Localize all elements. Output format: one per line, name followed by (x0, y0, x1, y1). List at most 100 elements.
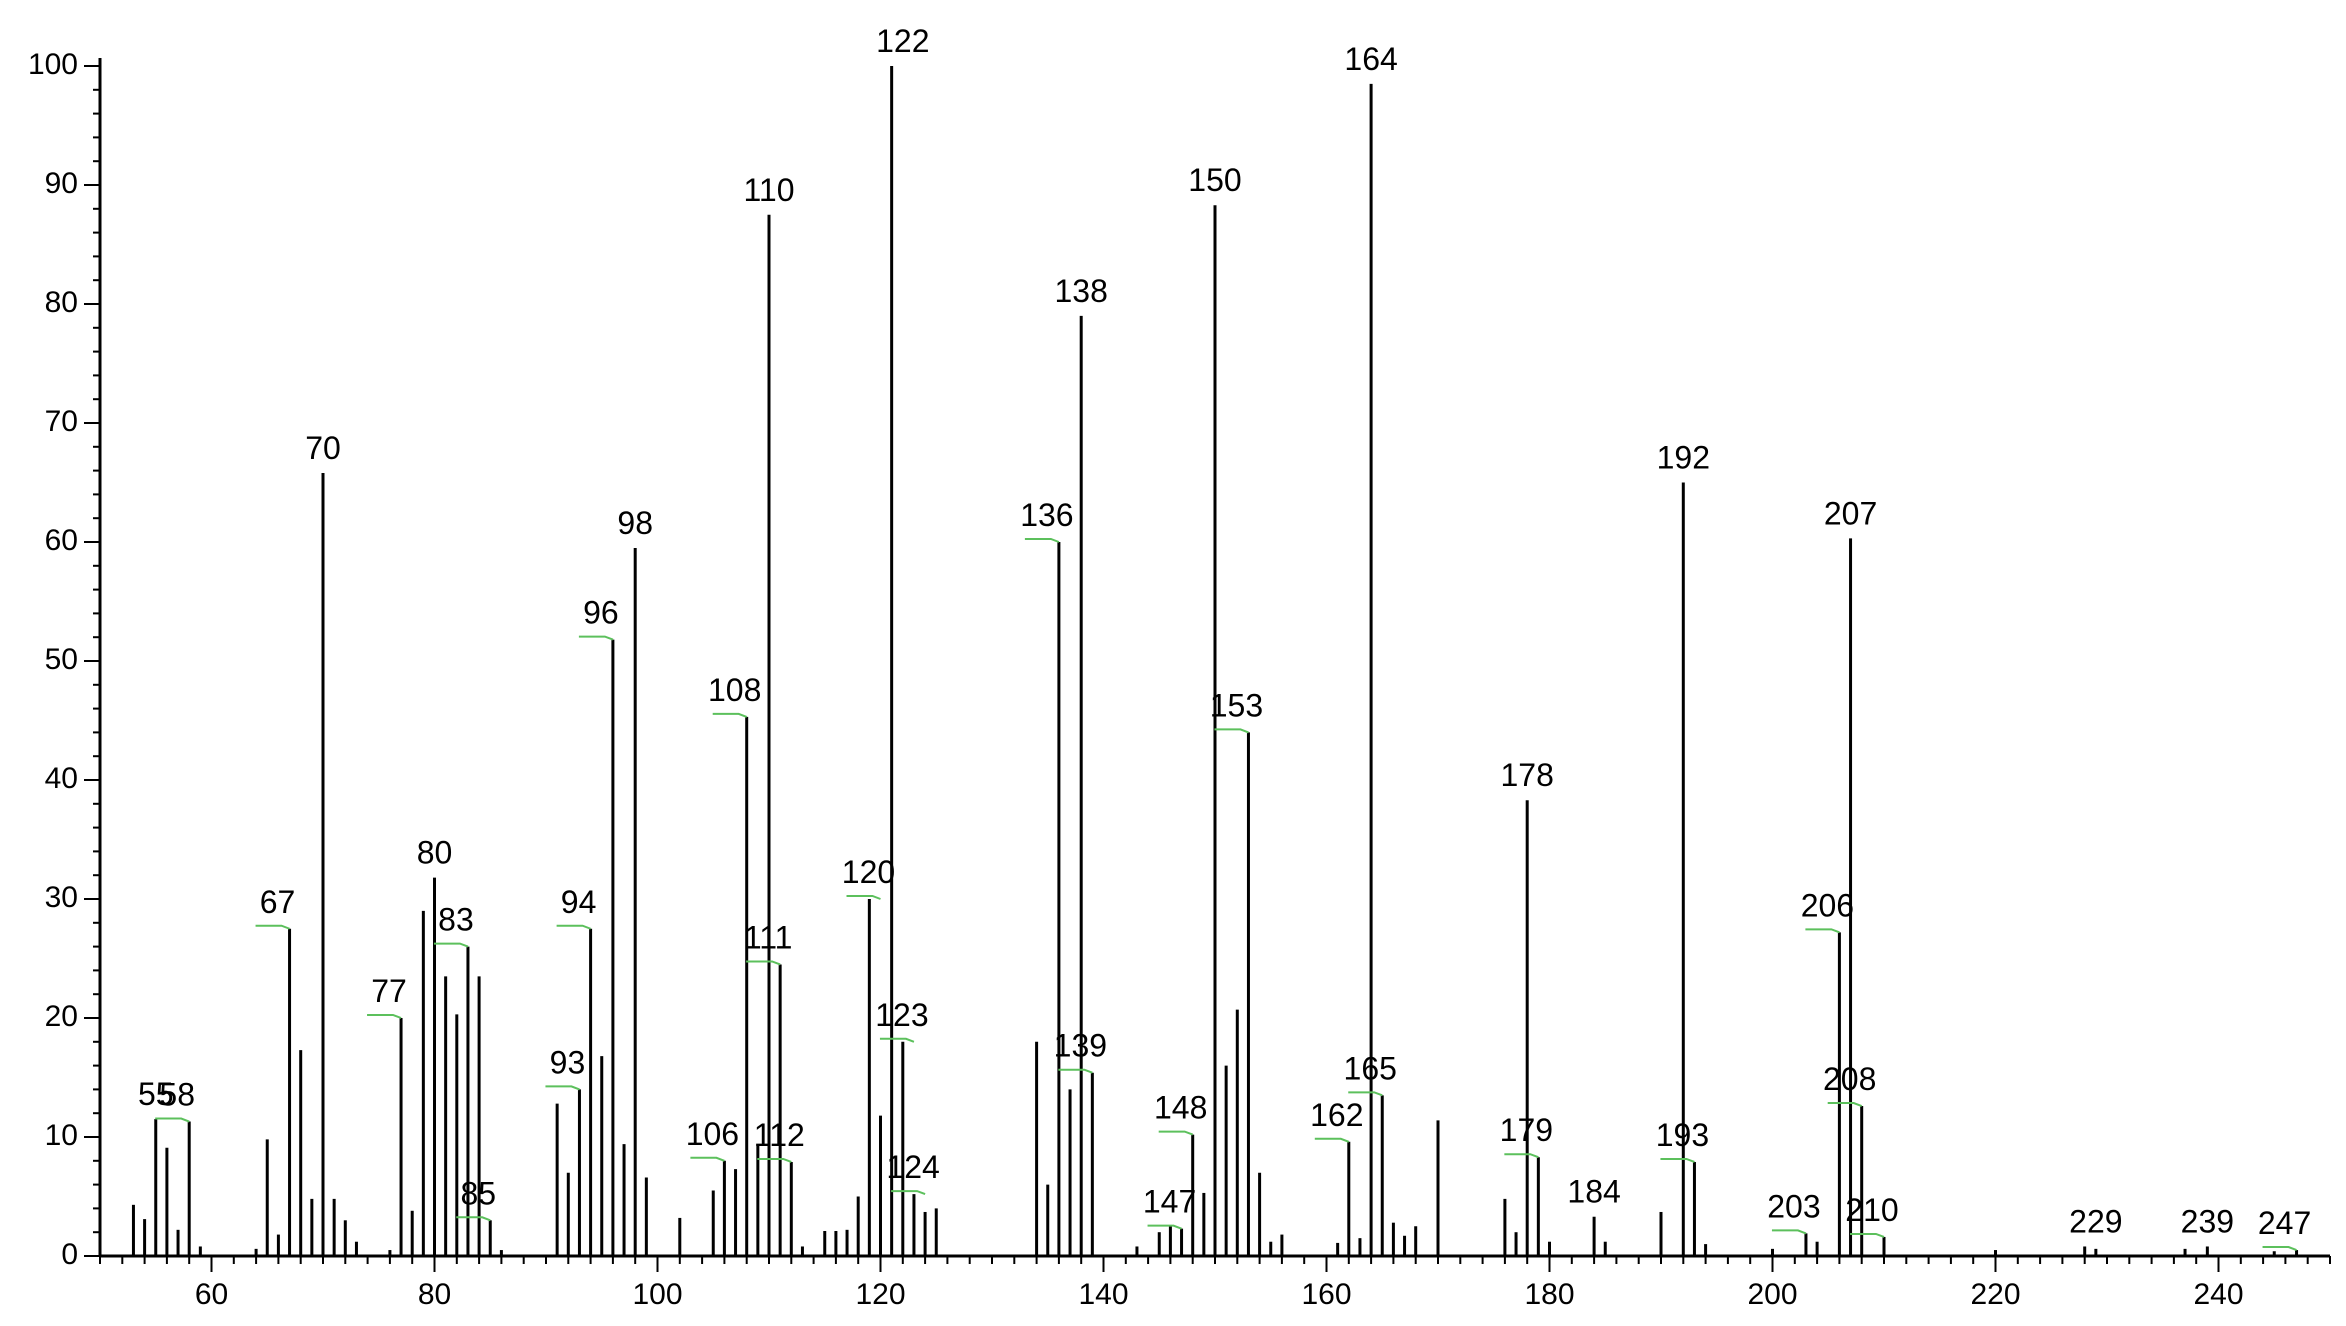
peak-label: 164 (1344, 41, 1397, 77)
x-tick-label: 160 (1301, 1278, 1351, 1311)
peak-leader (1805, 928, 1840, 934)
peak-label: 208 (1823, 1061, 1876, 1097)
peak-label: 111 (744, 919, 793, 955)
peak-label: 210 (1845, 1192, 1898, 1228)
peak-leader (456, 1216, 491, 1222)
peak-label: 122 (876, 23, 929, 59)
peak-leader (2262, 1246, 2297, 1251)
x-axis-ticks: 60 80 100 120 140 160 180 200 220 240 (195, 1256, 2244, 1311)
y-tick-label: 50 (45, 643, 78, 676)
peak-label: 106 (686, 1116, 739, 1152)
peak-label: 67 (260, 884, 296, 920)
x-tick-label: 80 (418, 1278, 451, 1311)
peak-leader (1660, 1157, 1695, 1163)
peak-leader (1058, 1068, 1093, 1074)
peak-label: 123 (875, 997, 928, 1033)
peak-leader (1147, 1224, 1182, 1230)
x-tick-label: 140 (1078, 1278, 1128, 1311)
peak-label: 98 (617, 505, 653, 541)
y-tick-label: 90 (45, 167, 78, 200)
x-tick-label: 220 (1970, 1278, 2020, 1311)
peak-label-leaders (155, 538, 2297, 1251)
peak-leader (1214, 728, 1249, 734)
peak-leader (367, 1014, 402, 1019)
peak-leader (1504, 1153, 1539, 1159)
peak-label: 239 (2181, 1203, 2234, 1239)
peak-label: 112 (754, 1117, 805, 1153)
peak-label: 203 (1767, 1188, 1820, 1224)
peak-label: 108 (708, 672, 761, 708)
peak-label: 178 (1501, 757, 1554, 793)
peak-leader (746, 960, 781, 966)
peak-leader (690, 1156, 725, 1162)
peak-leader (578, 635, 614, 641)
spectrum-peaks (98, 66, 2299, 1256)
peak-leader (757, 1157, 792, 1163)
peak-leader (1827, 1102, 1863, 1107)
y-tick-label: 80 (45, 286, 78, 319)
peak-leader (1158, 1130, 1194, 1136)
peak-leader (433, 942, 469, 948)
peak-label: 179 (1500, 1112, 1553, 1148)
peak-leader (1314, 1137, 1350, 1143)
y-tick-label: 30 (45, 881, 78, 914)
peak-label: 138 (1055, 273, 1108, 309)
peak-label: 148 (1154, 1090, 1207, 1126)
y-tick-label: 10 (45, 1119, 78, 1152)
peak-label: 93 (550, 1044, 586, 1080)
y-tick-label: 20 (45, 1000, 78, 1033)
peak-label: 193 (1656, 1117, 1709, 1153)
peak-label: 207 (1824, 495, 1877, 531)
peak-label: 80 (417, 835, 453, 871)
x-tick-label: 100 (632, 1278, 682, 1311)
peak-leader (255, 924, 290, 930)
peak-leader (155, 1117, 190, 1123)
peak-label: 229 (2069, 1203, 2122, 1239)
peak-label: 162 (1310, 1097, 1363, 1133)
peak-label: 124 (886, 1149, 939, 1185)
peak-label: 83 (438, 902, 474, 938)
peak-label: 153 (1210, 687, 1263, 723)
peak-label: 77 (371, 973, 407, 1009)
x-tick-label: 180 (1524, 1278, 1574, 1311)
y-axis-ticks: 0 10 20 30 40 50 60 70 80 90 100 (28, 48, 100, 1271)
peak-leader (1024, 538, 1060, 543)
peak-label: 247 (2258, 1205, 2311, 1241)
x-tick-label: 200 (1747, 1278, 1797, 1311)
peak-leader (846, 895, 881, 900)
peak-leader (556, 924, 591, 930)
peak-label: 147 (1143, 1184, 1196, 1220)
peak-label: 165 (1344, 1050, 1397, 1086)
peak-leader (1850, 1232, 1885, 1238)
peak-label: 96 (583, 595, 619, 631)
y-tick-label: 100 (28, 48, 78, 81)
peak-leader (879, 1037, 915, 1043)
peak-label: 139 (1054, 1028, 1107, 1064)
peak-label: 110 (743, 172, 794, 208)
peak-leader (891, 1190, 926, 1196)
y-tick-label: 40 (45, 762, 78, 795)
peak-label: 184 (1567, 1174, 1620, 1210)
peak-label: 55 (138, 1076, 174, 1112)
x-tick-label: 240 (2193, 1278, 2243, 1311)
peak-label: 206 (1801, 887, 1854, 923)
x-tick-label: 120 (855, 1278, 905, 1311)
peak-label: 136 (1020, 497, 1073, 533)
peak-label: 192 (1657, 440, 1710, 476)
peak-label: 120 (842, 854, 895, 890)
peak-label: 58 (159, 1077, 195, 1113)
peak-label: 70 (305, 430, 341, 466)
y-tick-label: 60 (45, 524, 78, 557)
peak-label: 94 (561, 884, 597, 920)
peak-leader (1348, 1091, 1383, 1097)
peak-label: 150 (1188, 162, 1241, 198)
y-tick-label: 0 (61, 1238, 78, 1271)
y-tick-label: 70 (45, 405, 78, 438)
peak-leader (1771, 1229, 1807, 1235)
x-tick-label: 60 (195, 1278, 228, 1311)
peak-leader (712, 712, 748, 718)
peak-leader (545, 1085, 580, 1091)
peak-label: 85 (460, 1175, 496, 1211)
